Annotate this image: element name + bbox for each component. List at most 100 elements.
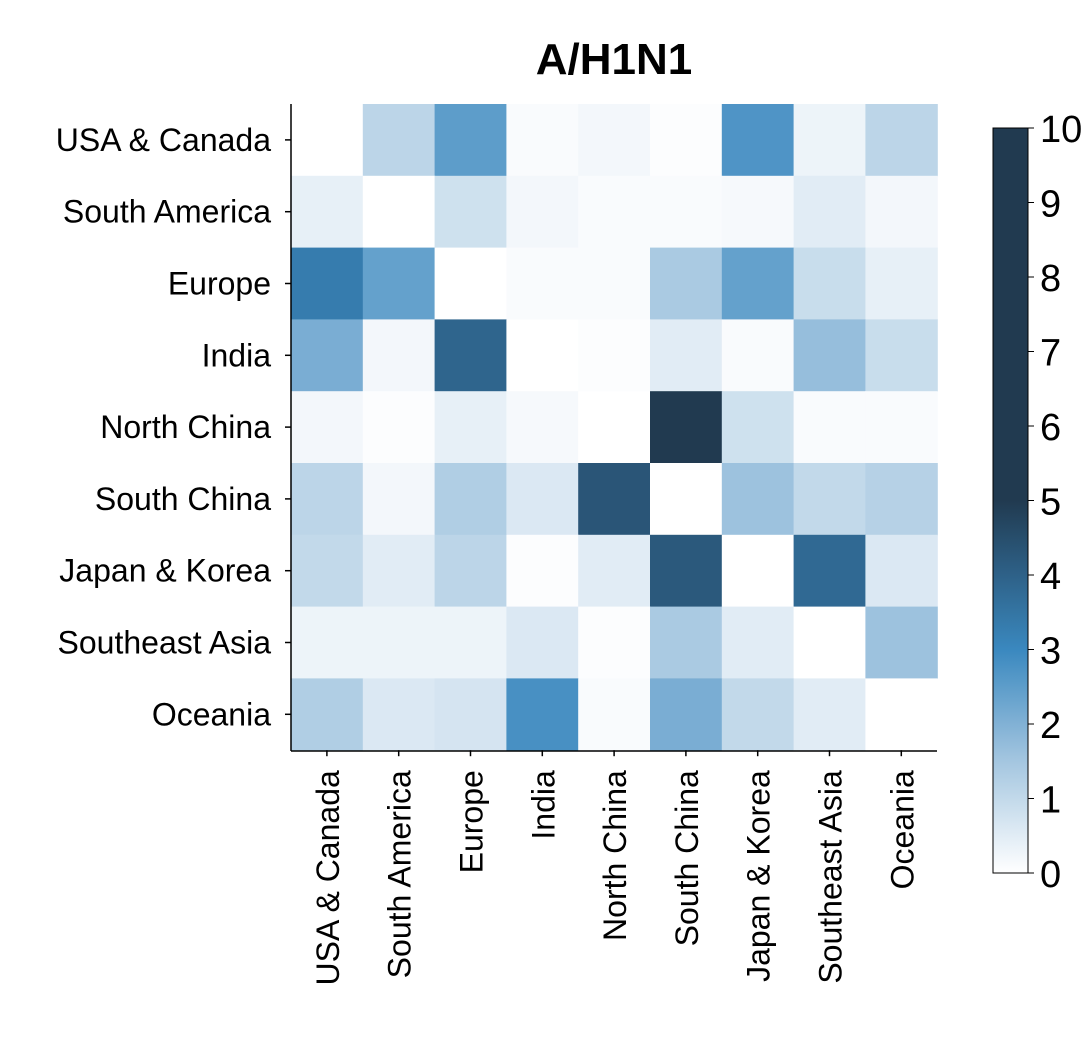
column-label: South America	[382, 770, 418, 978]
heatmap-cell	[721, 247, 795, 320]
heatmap-cell	[650, 247, 723, 320]
column-label: India	[525, 770, 561, 840]
heatmap-cell	[793, 391, 866, 464]
heatmap-cell	[506, 319, 579, 392]
heatmap-cell	[434, 678, 507, 751]
heatmap-cell	[650, 319, 723, 392]
heatmap-cell	[650, 175, 723, 249]
heatmap-cell	[291, 104, 364, 177]
heatmap-cell	[865, 606, 938, 679]
column-label: Oceania	[884, 770, 920, 889]
heatmap-cell	[506, 104, 579, 177]
heatmap-cell	[650, 104, 723, 177]
heatmap-cell	[793, 606, 866, 679]
heatmap-cells	[291, 104, 938, 751]
colorbar-tick-label: 1	[1040, 780, 1061, 822]
colorbar-tick-label: 7	[1040, 333, 1061, 375]
colorbar-gradient	[992, 127, 1029, 874]
row-label: Japan & Korea	[59, 553, 271, 589]
heatmap-cell	[650, 678, 723, 751]
column-label: USA & Canada	[310, 770, 346, 985]
heatmap-cell	[578, 678, 651, 751]
heatmap-cell	[434, 247, 507, 320]
heatmap-cell	[578, 247, 651, 320]
heatmap-cell	[434, 319, 507, 392]
heatmap-cell	[362, 319, 436, 392]
heatmap-cell	[291, 534, 364, 608]
heatmap-cell	[865, 175, 938, 249]
colorbar-tick-label: 10	[1040, 109, 1082, 151]
heatmap-cell	[506, 391, 579, 464]
heatmap-cell	[865, 247, 938, 320]
heatmap-cell	[578, 319, 651, 392]
colorbar-tick-label: 5	[1040, 482, 1061, 524]
column-labels: USA & Canada South America Europe India Nort…	[310, 750, 920, 985]
heatmap-cell	[362, 606, 436, 679]
heatmap-cell	[291, 247, 364, 320]
column-label: Europe	[454, 770, 490, 873]
row-label: Oceania	[152, 696, 271, 732]
colorbar: 0 1 2 3 4 5 6 7 8 9 10	[992, 109, 1082, 896]
heatmap-cell	[506, 678, 579, 751]
row-label: Southeast Asia	[58, 625, 272, 661]
heatmap-cell	[721, 534, 795, 608]
heatmap-cell	[650, 606, 723, 679]
heatmap-cell	[865, 391, 938, 464]
heatmap-cell	[506, 534, 579, 608]
heatmap-cell	[578, 463, 651, 536]
heatmap-cell	[362, 534, 436, 608]
colorbar-tick-label: 3	[1040, 631, 1061, 673]
colorbar-tick-label: 0	[1040, 854, 1061, 896]
heatmap-cell	[721, 391, 795, 464]
heatmap-cell	[865, 104, 938, 177]
heatmap-cell	[578, 391, 651, 464]
row-label: USA & Canada	[56, 122, 271, 158]
heatmap-cell	[650, 463, 723, 536]
heatmap-cell	[721, 678, 795, 751]
heatmap-cell	[865, 534, 938, 608]
heatmap-cell	[434, 104, 507, 177]
heatmap-cell	[434, 463, 507, 536]
heatmap-cell	[291, 391, 364, 464]
colorbar-tick-label: 4	[1040, 556, 1061, 598]
heatmap-cell	[578, 175, 651, 249]
colorbar-tick-label: 9	[1040, 184, 1061, 226]
heatmap-cell	[793, 534, 866, 608]
heatmap-cell	[650, 534, 723, 608]
row-label: India	[202, 337, 272, 373]
row-label: South China	[95, 481, 271, 517]
heatmap-cell	[578, 534, 651, 608]
heatmap-cell	[865, 463, 938, 536]
colorbar-tick-label: 2	[1040, 705, 1061, 747]
heatmap-cell	[434, 175, 507, 249]
heatmap-cell	[434, 606, 507, 679]
heatmap-cell	[793, 175, 866, 249]
heatmap-cell	[721, 319, 795, 392]
heatmap-cell	[506, 606, 579, 679]
heatmap-cell	[793, 104, 866, 177]
colorbar-tick-label: 8	[1040, 258, 1061, 300]
heatmap-cell	[506, 247, 579, 320]
heatmap-cell	[793, 463, 866, 536]
heatmap-cell	[362, 104, 436, 177]
chart-title: A/H1N1	[536, 35, 693, 84]
heatmap-cell	[506, 175, 579, 249]
heatmap-cell	[362, 678, 436, 751]
heatmap-cell	[578, 606, 651, 679]
heatmap-cell	[291, 319, 364, 392]
heatmap-cell	[291, 606, 364, 679]
heatmap-cell	[434, 534, 507, 608]
heatmap-cell	[291, 678, 364, 751]
heatmap-cell	[721, 606, 795, 679]
heatmap-cell	[793, 678, 866, 751]
row-labels: USA & Canada South America Europe India Nort…	[56, 122, 291, 732]
heatmap-cell	[793, 247, 866, 320]
heatmap-cell	[362, 175, 436, 249]
heatmap-cell	[362, 391, 436, 464]
heatmap-cell	[291, 463, 364, 536]
heatmap-cell	[650, 391, 723, 464]
heatmap-cell	[721, 463, 795, 536]
row-label: South America	[63, 194, 271, 230]
column-label: Southeast Asia	[813, 770, 849, 984]
